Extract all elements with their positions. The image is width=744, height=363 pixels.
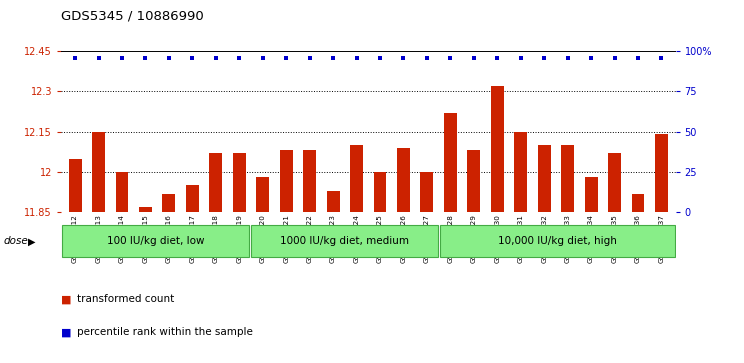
Bar xyxy=(68,159,82,212)
Bar xyxy=(233,153,246,212)
Bar xyxy=(373,172,386,212)
Bar xyxy=(350,145,363,212)
Text: transformed count: transformed count xyxy=(77,294,175,305)
Bar xyxy=(327,191,339,212)
Text: ■: ■ xyxy=(61,327,71,337)
Bar xyxy=(444,113,457,212)
Bar xyxy=(186,185,199,212)
Bar xyxy=(585,178,597,212)
Bar xyxy=(62,225,249,257)
Bar xyxy=(397,148,410,212)
Bar xyxy=(280,150,292,212)
Bar xyxy=(139,207,152,212)
Bar xyxy=(491,86,504,212)
Text: 100 IU/kg diet, low: 100 IU/kg diet, low xyxy=(107,236,205,246)
Bar xyxy=(251,225,438,257)
Text: 1000 IU/kg diet, medium: 1000 IU/kg diet, medium xyxy=(280,236,409,246)
Text: dose: dose xyxy=(4,236,28,246)
Bar xyxy=(420,172,433,212)
Text: GDS5345 / 10886990: GDS5345 / 10886990 xyxy=(61,9,204,22)
Bar xyxy=(304,150,316,212)
Text: ▶: ▶ xyxy=(28,236,36,246)
Bar xyxy=(561,145,574,212)
Bar xyxy=(632,193,644,212)
Bar xyxy=(538,145,551,212)
Bar xyxy=(608,153,621,212)
Bar xyxy=(162,193,176,212)
Text: ■: ■ xyxy=(61,294,71,305)
Text: 10,000 IU/kg diet, high: 10,000 IU/kg diet, high xyxy=(498,236,617,246)
Bar xyxy=(256,178,269,212)
Bar xyxy=(92,131,105,212)
Bar xyxy=(514,131,527,212)
Bar xyxy=(440,225,675,257)
Text: percentile rank within the sample: percentile rank within the sample xyxy=(77,327,253,337)
Bar xyxy=(209,153,222,212)
Bar xyxy=(115,172,129,212)
Bar xyxy=(655,134,668,212)
Bar xyxy=(467,150,481,212)
